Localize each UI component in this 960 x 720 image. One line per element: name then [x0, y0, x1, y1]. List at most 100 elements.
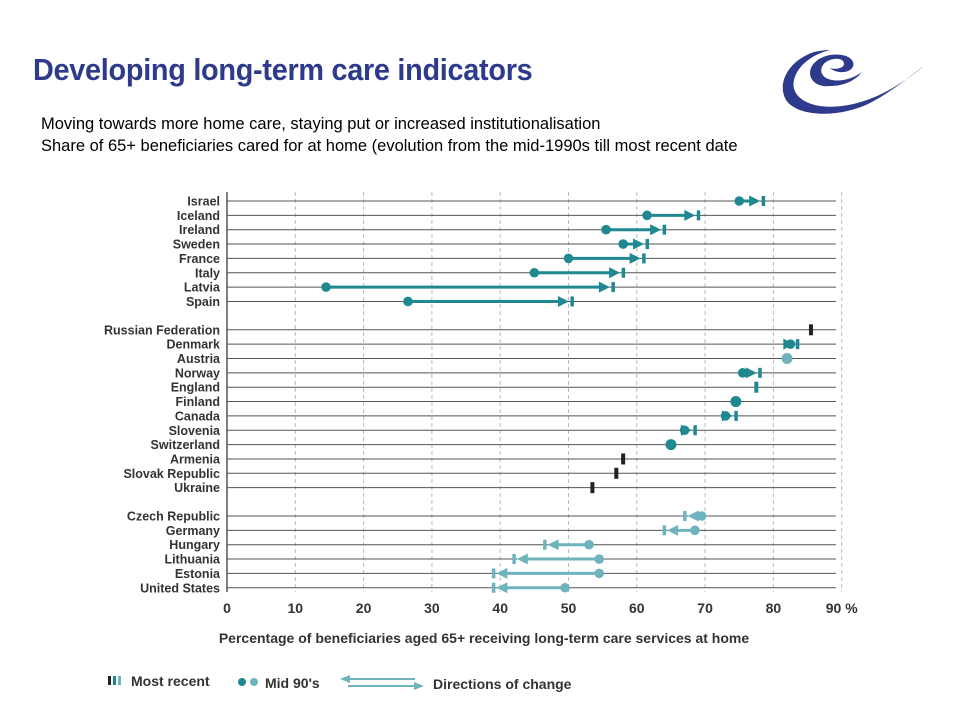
- row: Iceland: [177, 209, 836, 223]
- mid90s-dot: [696, 511, 707, 521]
- most-recent-marker: [662, 525, 667, 536]
- row-label: Denmark: [167, 338, 221, 352]
- most-recent-marker: [758, 367, 762, 378]
- most-recent-marker: [491, 568, 496, 579]
- mid90s-dot: [529, 267, 540, 278]
- row-label: England: [171, 381, 220, 395]
- change-arrowhead: [557, 295, 569, 307]
- x-tick-label: 0: [223, 600, 231, 616]
- x-tick-label: 80: [766, 600, 782, 616]
- slide-subtitle-1: Moving towards more home care, staying p…: [41, 115, 601, 133]
- row: United States: [140, 581, 836, 595]
- change-arrowhead: [749, 195, 761, 207]
- row: Ireland: [179, 223, 836, 237]
- most-recent-marker: [696, 210, 701, 221]
- x-tick-label: 30: [424, 600, 440, 616]
- mid90s-dot: [737, 368, 748, 378]
- mid90s-dot: [601, 224, 611, 235]
- x-tick-label: 90 %: [826, 600, 858, 616]
- row-label: Finland: [176, 395, 220, 409]
- mid90s-dot: [679, 425, 690, 436]
- legend-direction-arrowhead-right: [414, 682, 424, 690]
- row-label: Norway: [175, 366, 220, 380]
- row-label: Ireland: [179, 223, 220, 237]
- row: Italy: [195, 266, 836, 280]
- mid90s-dot: [560, 582, 570, 593]
- council-of-europe-swirl-logo-icon: [782, 50, 924, 114]
- legend-most-recent-marker-mid: [113, 676, 116, 685]
- most-recent-marker: [512, 554, 516, 565]
- row: England: [171, 381, 836, 395]
- legend-direction-arrowhead-left: [340, 675, 350, 683]
- most-recent-marker: [590, 482, 595, 494]
- row-label: France: [179, 252, 220, 266]
- x-tick-label: 60: [629, 600, 645, 616]
- change-arrowhead: [650, 224, 662, 236]
- legend-direction-label: Directions of change: [433, 676, 572, 692]
- most-recent-marker: [754, 381, 759, 393]
- change-arrowhead: [516, 553, 528, 565]
- mid90s-dot: [781, 353, 793, 364]
- most-recent-marker: [611, 282, 615, 293]
- legend-most-recent-marker-light: [118, 676, 121, 685]
- change-arrowhead: [667, 524, 679, 536]
- most-recent-marker: [570, 296, 574, 307]
- most-recent-marker: [642, 253, 646, 264]
- row-label: Russian Federation: [104, 323, 220, 337]
- change-arrowhead: [684, 209, 696, 221]
- row-label: Slovenia: [169, 424, 221, 438]
- change-arrowhead: [745, 367, 757, 379]
- mid90s-dot: [665, 439, 677, 451]
- row: Estonia: [175, 567, 836, 581]
- row-label: Austria: [177, 352, 221, 366]
- most-recent-marker: [645, 239, 650, 250]
- mid90s-dot: [563, 253, 574, 264]
- most-recent-marker: [693, 425, 697, 436]
- row: Israel: [187, 195, 836, 209]
- x-tick-label: 40: [492, 600, 508, 616]
- legend-mid90s-dot-light: [250, 678, 258, 686]
- row-label: Switzerland: [151, 438, 220, 452]
- grid-layer: [226, 192, 843, 592]
- slide-title: Developing long-term care indicators: [33, 52, 533, 87]
- row-label: Sweden: [173, 238, 220, 252]
- row: Latvia: [184, 281, 836, 295]
- row-label: Italy: [195, 266, 220, 280]
- row-label: Canada: [175, 409, 221, 423]
- row: Spain: [186, 295, 836, 309]
- mid90s-dot: [642, 210, 652, 221]
- most-recent-marker: [662, 224, 667, 235]
- mid90s-dot: [734, 196, 745, 206]
- legend-mid90s-label: Mid 90's: [265, 675, 320, 691]
- row-label: Lithuania: [164, 553, 221, 567]
- mid90s-dot: [594, 568, 605, 579]
- change-arrowhead: [496, 582, 508, 594]
- x-tick-label: 50: [561, 600, 577, 616]
- row: Slovak Republic: [123, 467, 836, 481]
- legend: Most recent Mid 90's Directions of chang…: [108, 673, 572, 692]
- row: Norway: [175, 366, 836, 380]
- mid90s-dot: [594, 554, 605, 564]
- row: Sweden: [173, 238, 836, 252]
- change-arrowhead: [629, 252, 641, 264]
- row-label: Latvia: [184, 281, 221, 295]
- change-arrowhead: [496, 567, 508, 579]
- change-arrowhead: [547, 539, 559, 551]
- row: Switzerland: [151, 438, 836, 452]
- row: France: [179, 252, 836, 266]
- row-label: Israel: [187, 195, 220, 209]
- row: Lithuania: [164, 553, 836, 567]
- row: Russian Federation: [104, 323, 836, 337]
- most-recent-marker: [621, 267, 626, 278]
- most-recent-marker: [621, 453, 626, 465]
- change-arrowhead: [633, 238, 645, 250]
- x-axis-label: Percentage of beneficiaries aged 65+ rec…: [219, 630, 750, 646]
- row: Austria: [177, 352, 836, 366]
- mid90s-dot: [730, 396, 742, 408]
- row-label: Germany: [166, 524, 220, 538]
- most-recent-marker: [491, 582, 496, 593]
- mid90s-dot: [584, 539, 594, 550]
- legend-most-recent-marker-dark: [108, 676, 111, 685]
- most-recent-marker: [761, 196, 766, 206]
